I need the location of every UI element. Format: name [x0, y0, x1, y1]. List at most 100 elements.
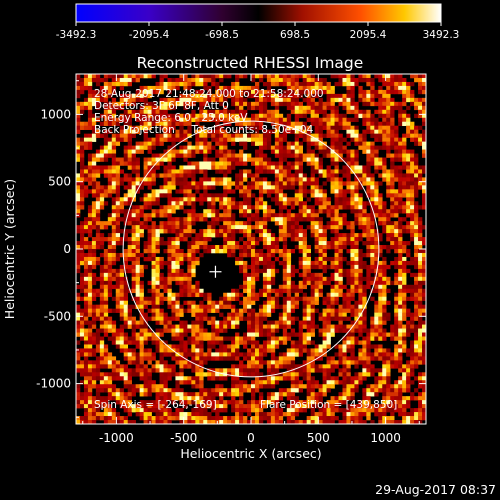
heat-cell — [354, 245, 359, 250]
heat-cell — [374, 312, 379, 317]
heat-cell — [286, 81, 292, 87]
heat-cell — [131, 276, 136, 282]
heat-cell — [147, 217, 152, 222]
heat-cell — [302, 125, 307, 130]
heat-cell — [362, 181, 367, 186]
heat-cell — [390, 109, 395, 115]
heat-cell — [302, 105, 307, 111]
heat-cell — [362, 97, 367, 103]
heat-cell — [135, 364, 140, 369]
heat-cell — [258, 105, 264, 111]
heat-cell — [370, 197, 375, 202]
heat-cell — [418, 352, 423, 357]
heat-cell — [322, 89, 327, 95]
heat-cell — [414, 252, 419, 258]
heat-cell — [83, 336, 89, 341]
heat-cell — [350, 229, 355, 234]
heat-cell — [262, 153, 268, 158]
heat-cell — [390, 169, 395, 174]
heat-cell — [274, 268, 280, 274]
heat-cell — [179, 268, 184, 274]
heat-cell — [135, 93, 140, 99]
heat-cell — [282, 360, 288, 365]
heat-cell — [115, 205, 121, 210]
heat-cell — [258, 161, 264, 166]
heat-cell — [159, 193, 164, 198]
heat-cell — [211, 229, 216, 234]
heat-cell — [398, 304, 403, 309]
heat-cell — [310, 81, 315, 87]
heat-cell — [374, 368, 379, 373]
heat-cell — [155, 213, 160, 218]
heat-cell — [207, 185, 212, 190]
heat-cell — [211, 205, 216, 210]
heat-cell — [231, 304, 236, 309]
heat-cell — [243, 272, 248, 278]
heat-cell — [91, 209, 97, 214]
heat-cell — [414, 328, 419, 333]
heat-cell — [79, 320, 85, 325]
heat-cell — [123, 161, 129, 166]
heat-cell — [195, 217, 200, 222]
heat-cell — [302, 113, 307, 119]
heat-cell — [127, 316, 132, 321]
heat-cell — [191, 344, 196, 349]
heat-cell — [199, 368, 204, 373]
heat-cell — [298, 105, 304, 111]
heat-cell — [119, 157, 125, 162]
heat-cell — [143, 221, 148, 226]
heat-cell — [258, 256, 264, 262]
heat-cell — [103, 372, 109, 377]
heat-cell — [107, 81, 113, 87]
heat-cell — [119, 296, 125, 302]
heat-cell — [231, 157, 236, 162]
colorbar-label: -2095.4 — [129, 29, 170, 41]
heat-cell — [231, 252, 236, 258]
heat-cell — [151, 340, 156, 345]
heat-cell — [251, 268, 256, 274]
heat-cell — [370, 85, 375, 91]
heat-cell — [191, 360, 196, 365]
heat-cell — [187, 360, 192, 365]
heat-cell — [87, 181, 93, 186]
heat-cell — [262, 241, 268, 246]
heat-cell — [338, 264, 343, 270]
heat-cell — [115, 225, 121, 230]
heat-cell — [103, 77, 109, 83]
heat-cell — [231, 165, 236, 170]
heat-cell — [135, 268, 140, 274]
heat-cell — [107, 292, 113, 298]
heat-cell — [83, 245, 89, 250]
heat-cell — [95, 344, 101, 349]
heat-cell — [159, 121, 164, 127]
heat-cell — [147, 117, 152, 123]
heat-cell — [270, 169, 276, 174]
heat-cell — [251, 85, 256, 91]
heat-cell — [79, 157, 85, 162]
heat-cell — [219, 304, 224, 309]
heat-cell — [211, 137, 216, 142]
heat-cell — [251, 245, 256, 250]
heat-cell — [258, 145, 264, 150]
heat-cell — [362, 368, 367, 373]
heat-cell — [79, 324, 85, 329]
heat-cell — [298, 125, 304, 130]
heat-cell — [374, 233, 379, 238]
heat-cell — [390, 193, 395, 198]
heat-cell — [171, 153, 176, 158]
heat-cell — [254, 97, 260, 103]
heat-cell — [374, 74, 379, 79]
heat-cell — [103, 348, 109, 353]
heat-cell — [239, 336, 244, 341]
heat-cell — [382, 312, 387, 317]
heat-cell — [318, 229, 323, 234]
heat-cell — [111, 328, 117, 333]
heat-cell — [382, 74, 387, 79]
heat-cell — [374, 129, 379, 134]
heat-cell — [398, 141, 403, 146]
heat-cell — [171, 221, 176, 226]
heat-cell — [247, 101, 252, 107]
heat-cell — [254, 225, 260, 230]
heat-cell — [310, 312, 315, 317]
heat-cell — [107, 185, 113, 190]
